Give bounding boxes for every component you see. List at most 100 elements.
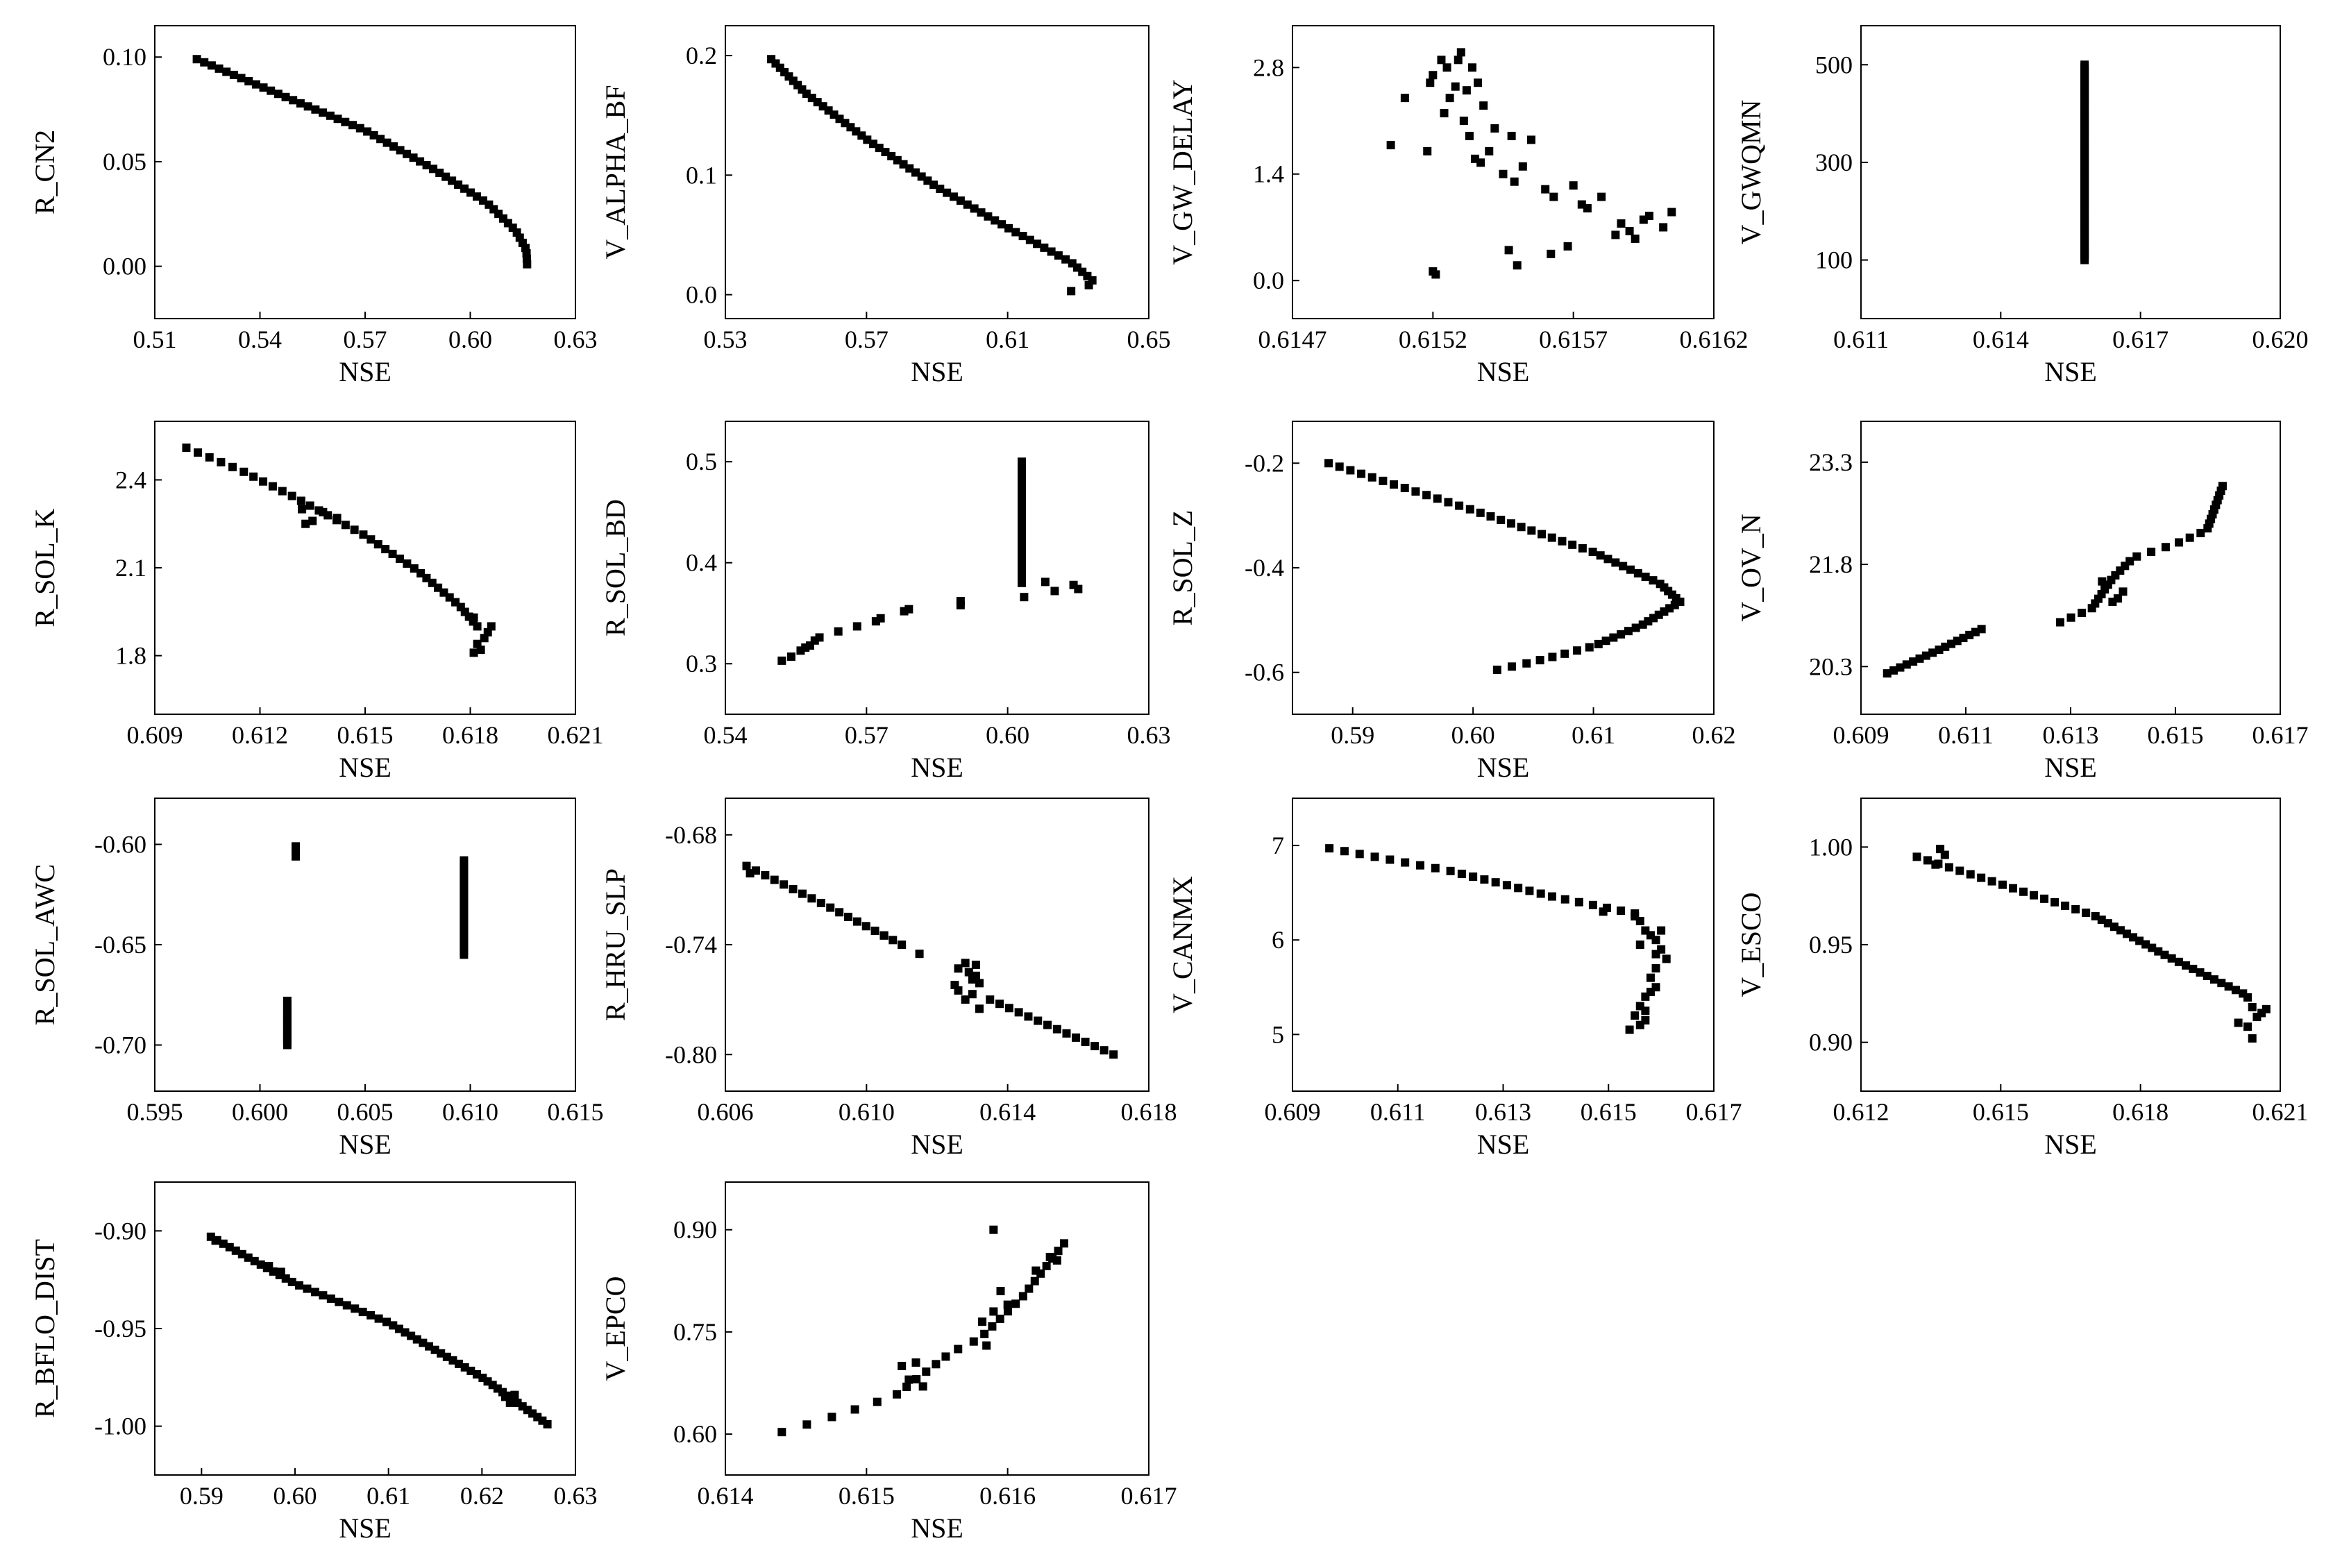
data-point xyxy=(2243,1022,2252,1031)
data-point xyxy=(2185,533,2194,542)
data-point xyxy=(319,1291,328,1300)
data-point xyxy=(278,487,287,496)
data-point xyxy=(1915,654,1924,663)
data-point xyxy=(975,979,984,988)
x-tick-label: 0.609 xyxy=(1265,1098,1321,1126)
data-point xyxy=(1004,1004,1013,1013)
data-point xyxy=(523,260,532,269)
x-tick-label: 0.615 xyxy=(1973,1098,2029,1126)
data-point xyxy=(1578,543,1587,553)
y-axis-title: R_SOL_BD xyxy=(600,499,631,637)
x-tick-label: 0.61 xyxy=(1572,721,1615,749)
x-axis-title: NSE xyxy=(911,1129,963,1160)
plot-frame xyxy=(1860,421,2281,715)
scatter-panel-v-gwqmn: 0.611 0.614 0.617 0.620 100 300 500 NSE V_GWQMN xyxy=(1735,25,2309,387)
x-tick-label: 0.65 xyxy=(1127,326,1171,353)
data-point xyxy=(984,212,993,221)
data-point xyxy=(1662,954,1671,963)
data-point xyxy=(761,870,770,879)
data-point xyxy=(273,90,283,99)
x-tick-label: 0.617 xyxy=(1121,1482,1177,1510)
data-point xyxy=(1444,498,1453,507)
data-point xyxy=(1454,56,1463,65)
data-point xyxy=(1400,94,1409,103)
data-point xyxy=(1040,243,1049,252)
x-tick-label: 0.54 xyxy=(238,326,282,353)
data-point xyxy=(2243,993,2252,1002)
y-tick-label: 0.2 xyxy=(686,42,717,69)
data-point xyxy=(369,130,378,140)
data-point xyxy=(1572,646,1581,655)
data-point xyxy=(1340,847,1349,856)
x-tick-label: 0.61 xyxy=(986,326,1029,353)
data-point xyxy=(1100,1046,1109,1055)
x-tick-label: 0.6147 xyxy=(1258,326,1327,353)
data-point xyxy=(827,1413,836,1422)
y-tick-label: 0.90 xyxy=(1809,1029,1853,1056)
data-point xyxy=(476,646,485,655)
data-point xyxy=(1560,649,1569,658)
data-point xyxy=(1560,895,1569,904)
data-point xyxy=(2119,587,2128,596)
x-tick-label: 0.57 xyxy=(845,721,888,749)
data-point xyxy=(1889,666,1898,675)
data-point xyxy=(1585,643,1594,652)
data-point xyxy=(912,1375,921,1384)
y-tick-label: 0.4 xyxy=(686,549,717,577)
y-axis-title: R_HRU_SLP xyxy=(600,868,631,1021)
data-point xyxy=(922,1367,931,1376)
data-point xyxy=(296,99,305,108)
plot-frame xyxy=(725,1181,1149,1476)
y-tick-label: 0.10 xyxy=(103,43,146,71)
data-point xyxy=(1641,1015,1650,1025)
data-point xyxy=(251,80,260,89)
x-tick-label: 0.617 xyxy=(1686,1098,1742,1126)
data-point xyxy=(1401,858,1410,867)
data-point xyxy=(283,996,292,1005)
y-tick-label: 0.90 xyxy=(673,1216,717,1244)
data-point xyxy=(301,519,310,528)
data-point xyxy=(469,613,478,622)
data-point xyxy=(222,67,231,76)
data-point xyxy=(287,491,296,500)
scatter-panel-r-sol-k: 0.609 0.612 0.615 0.618 0.621 1.8 2.1 2.4 NSE R_S… xyxy=(29,421,604,783)
data-point xyxy=(1525,886,1534,895)
y-axis-title: V_ESCO xyxy=(1735,892,1767,997)
y-tick-label: 100 xyxy=(1815,246,1853,274)
x-tick-label: 0.6152 xyxy=(1399,326,1467,353)
x-tick-label: 0.63 xyxy=(554,1482,598,1510)
data-point xyxy=(1548,652,1557,661)
x-axis-title: NSE xyxy=(1477,1129,1530,1160)
y-axis-title: R_SOL_K xyxy=(29,508,60,627)
data-point xyxy=(1549,192,1558,201)
plot-frame xyxy=(154,798,576,1092)
x-tick-label: 0.610 xyxy=(839,1098,895,1126)
data-point xyxy=(1504,246,1513,255)
data-point xyxy=(2154,947,2163,956)
data-point xyxy=(1547,533,1556,542)
data-point xyxy=(2071,904,2080,913)
x-axis-title: NSE xyxy=(2044,752,2097,783)
y-tick-label: 300 xyxy=(1815,149,1853,176)
data-point xyxy=(1541,185,1550,194)
x-tick-label: 0.616 xyxy=(979,1482,1036,1510)
x-axis-title: NSE xyxy=(911,752,963,783)
x-axis-title: NSE xyxy=(2044,1129,2097,1160)
data-point xyxy=(1422,491,1431,500)
data-point xyxy=(1649,576,1658,585)
data-point xyxy=(1535,656,1544,665)
y-tick-label: 2.1 xyxy=(115,554,146,582)
y-axis-title: V_CANMX xyxy=(1167,876,1198,1013)
data-point xyxy=(1928,648,1937,657)
data-point xyxy=(326,1294,335,1303)
data-point xyxy=(1003,1307,1012,1316)
y-tick-label: -0.70 xyxy=(94,1031,146,1059)
data-point xyxy=(1062,1029,1071,1038)
data-point xyxy=(1052,1025,1061,1034)
data-point xyxy=(1467,63,1476,72)
y-axis-title: R_SOL_AWC xyxy=(29,864,60,1025)
x-tick-label: 0.618 xyxy=(442,721,498,749)
data-point xyxy=(1569,181,1578,190)
y-tick-label: 1.8 xyxy=(115,642,146,670)
data-point xyxy=(923,176,932,185)
